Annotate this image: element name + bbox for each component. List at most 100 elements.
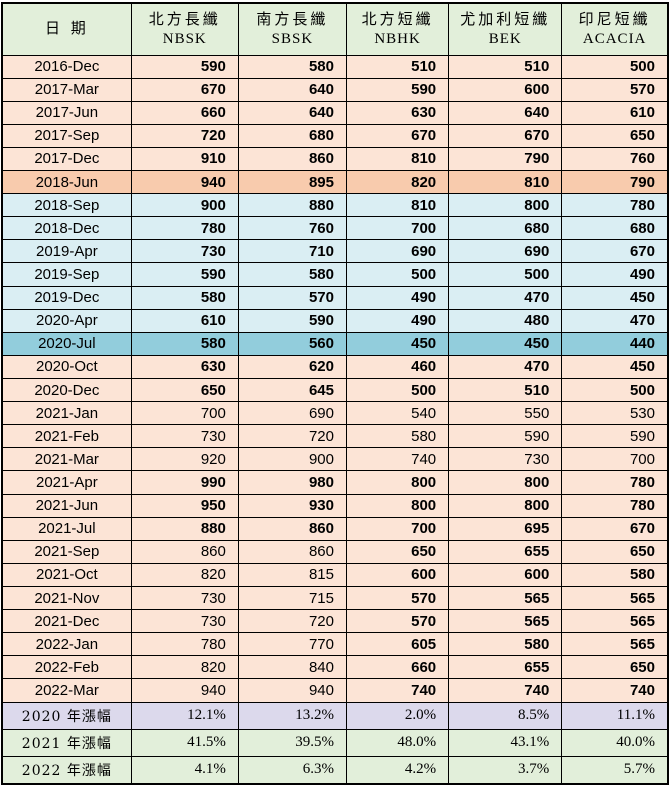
price-cell: 620 bbox=[237, 354, 348, 380]
price-cell: 690 bbox=[448, 239, 563, 264]
price-cell: 780 bbox=[561, 470, 669, 495]
table-row: 2022-Feb 820 840 660 655 650 bbox=[1, 655, 669, 680]
table-row: 2018-Dec 780 760 700 680 680 bbox=[1, 216, 669, 241]
price-cell: 710 bbox=[237, 239, 348, 264]
table-row: 2020-Dec 650 645 500 510 500 bbox=[1, 378, 669, 403]
table-row: 2020-Oct 630 620 460 470 450 bbox=[1, 354, 669, 380]
date-cell: 2020-Dec bbox=[1, 378, 132, 403]
table-row: 2020-Apr 610 590 490 480 470 bbox=[1, 308, 669, 333]
price-cell: 440 bbox=[561, 331, 669, 356]
price-cell: 780 bbox=[561, 193, 669, 218]
price-cell: 670 bbox=[448, 123, 563, 148]
price-cell: 590 bbox=[130, 54, 239, 79]
column-header-acacia: 印尼短纖 ACACIA bbox=[561, 2, 669, 56]
column-header-zh-label: 南方長纖 bbox=[256, 9, 329, 28]
price-cell: 450 bbox=[561, 285, 669, 310]
table-row: 2017-Jun 660 640 630 640 610 bbox=[1, 100, 669, 125]
column-header-date: 日 期 bbox=[1, 2, 132, 56]
price-cell: 900 bbox=[237, 447, 348, 472]
price-cell: 680 bbox=[561, 216, 669, 241]
price-cell: 580 bbox=[237, 54, 348, 79]
date-cell: 2021-Feb bbox=[1, 424, 132, 449]
date-cell: 2020-Jul bbox=[1, 331, 132, 356]
date-cell: 2016-Dec bbox=[1, 54, 132, 79]
column-header-bek: 尤加利短纖 BEK bbox=[448, 2, 563, 56]
date-cell: 2021-Mar bbox=[1, 447, 132, 472]
summary-value-cell: 2.0% bbox=[345, 701, 450, 730]
price-cell: 700 bbox=[130, 401, 239, 426]
price-cell: 800 bbox=[448, 493, 563, 518]
date-cell: 2022-Feb bbox=[1, 655, 132, 680]
price-cell: 860 bbox=[237, 146, 348, 172]
date-cell: 2021-Oct bbox=[1, 562, 132, 588]
price-cell: 660 bbox=[130, 100, 239, 125]
price-cell: 810 bbox=[345, 193, 450, 218]
price-cell: 590 bbox=[448, 424, 563, 449]
price-cell: 820 bbox=[345, 170, 450, 195]
price-cell: 700 bbox=[561, 447, 669, 472]
date-cell: 2021-Jun bbox=[1, 493, 132, 518]
summary-value-cell: 12.1% bbox=[130, 701, 239, 730]
price-cell: 640 bbox=[237, 100, 348, 125]
price-cell: 650 bbox=[561, 655, 669, 680]
price-cell: 510 bbox=[448, 54, 563, 79]
column-header-en-label: ACACIA bbox=[582, 31, 647, 48]
summary-value-cell: 39.5% bbox=[237, 728, 348, 757]
price-cell: 580 bbox=[345, 424, 450, 449]
price-cell: 650 bbox=[561, 123, 669, 148]
price-cell: 560 bbox=[237, 331, 348, 356]
column-header-en-label: SBSK bbox=[271, 31, 314, 48]
table-row: 2021-Jun 950 930 800 800 780 bbox=[1, 493, 669, 518]
price-cell: 860 bbox=[130, 539, 239, 564]
table-row: 2018-Jun 940 895 820 810 790 bbox=[1, 170, 669, 195]
price-cell: 490 bbox=[345, 308, 450, 333]
price-cell: 570 bbox=[345, 586, 450, 611]
date-cell: 2021-Jan bbox=[1, 401, 132, 426]
table-row: 2021-Nov 730 715 570 565 565 bbox=[1, 586, 669, 611]
table-row: 2019-Apr 730 710 690 690 670 bbox=[1, 239, 669, 264]
price-cell: 540 bbox=[345, 401, 450, 426]
price-cell: 500 bbox=[345, 262, 450, 287]
table-row: 2020-Jul 580 560 450 450 440 bbox=[1, 331, 669, 356]
price-cell: 510 bbox=[345, 54, 450, 79]
price-cell: 800 bbox=[345, 470, 450, 495]
price-cell: 810 bbox=[345, 146, 450, 172]
price-cell: 580 bbox=[561, 562, 669, 588]
price-cell: 570 bbox=[561, 77, 669, 102]
price-cell: 565 bbox=[448, 609, 563, 634]
column-header-zh-label: 尤加利短纖 bbox=[460, 9, 551, 28]
date-cell: 2019-Sep bbox=[1, 262, 132, 287]
price-cell: 490 bbox=[345, 285, 450, 310]
column-header-zh-label: 北方長纖 bbox=[148, 9, 221, 28]
price-cell: 640 bbox=[237, 77, 348, 102]
column-header-zh-label: 印尼短纖 bbox=[578, 9, 651, 28]
table-row: 2021-Sep 860 860 650 655 650 bbox=[1, 539, 669, 564]
price-cell: 655 bbox=[448, 539, 563, 564]
date-cell: 2021-Sep bbox=[1, 539, 132, 564]
price-cell: 900 bbox=[130, 193, 239, 218]
summary-value-cell: 11.1% bbox=[561, 701, 669, 730]
date-cell: 2020-Oct bbox=[1, 354, 132, 380]
table-row: 2019-Sep 590 580 500 500 490 bbox=[1, 262, 669, 287]
price-cell: 470 bbox=[448, 285, 563, 310]
price-cell: 650 bbox=[561, 539, 669, 564]
price-cell: 610 bbox=[561, 100, 669, 125]
price-cell: 605 bbox=[345, 632, 450, 657]
table-row: 2021-Mar 920 900 740 730 700 bbox=[1, 447, 669, 472]
table-row: 2021-Jan 700 690 540 550 530 bbox=[1, 401, 669, 426]
price-cell: 570 bbox=[345, 609, 450, 634]
price-cell: 715 bbox=[237, 586, 348, 611]
price-cell: 590 bbox=[345, 77, 450, 102]
table-row: 2022-Jan 780 770 605 580 565 bbox=[1, 632, 669, 657]
date-cell: 2017-Jun bbox=[1, 100, 132, 125]
price-cell: 820 bbox=[130, 655, 239, 680]
price-cell: 910 bbox=[130, 146, 239, 172]
summary-value-cell: 5.7% bbox=[561, 755, 669, 785]
summary-row: 2021 年漲幅 41.5% 39.5% 48.0% 43.1% 40.0% bbox=[1, 728, 669, 757]
price-cell: 550 bbox=[448, 401, 563, 426]
date-cell: 2020-Apr bbox=[1, 308, 132, 333]
price-cell: 670 bbox=[130, 77, 239, 102]
price-cell: 610 bbox=[130, 308, 239, 333]
price-cell: 580 bbox=[130, 331, 239, 356]
